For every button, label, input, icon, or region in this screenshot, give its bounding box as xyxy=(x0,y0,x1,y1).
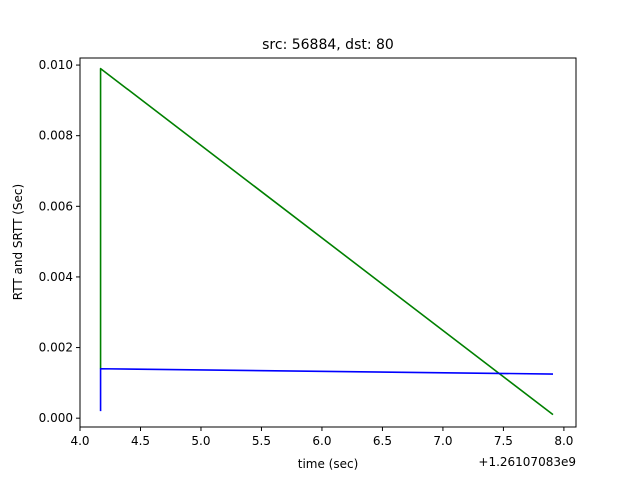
x-tick-label: 5.5 xyxy=(252,434,271,448)
y-tick-label: 0.000 xyxy=(39,411,73,425)
x-axis-label: time (sec) xyxy=(298,457,359,471)
x-tick-label: 8.0 xyxy=(554,434,573,448)
y-tick-label: 0.008 xyxy=(39,129,73,143)
x-tick-label: 6.0 xyxy=(312,434,331,448)
x-tick-label: 4.5 xyxy=(131,434,150,448)
x-axis-offset-label: +1.26107083e9 xyxy=(478,455,576,469)
x-tick-label: 7.5 xyxy=(494,434,513,448)
x-tick-label: 4.0 xyxy=(70,434,89,448)
series-line-2 xyxy=(99,367,554,412)
y-tick-label: 0.010 xyxy=(39,58,73,72)
y-axis-label: RTT and SRTT (Sec) xyxy=(11,184,25,300)
y-tick-label: 0.002 xyxy=(39,341,73,355)
plot-frame xyxy=(79,57,577,428)
y-tick-label: 0.006 xyxy=(39,199,73,213)
series-line-1 xyxy=(99,67,554,416)
tick-layer: 4.0 4.5 5.0 5.5 6.0 6.5 7.0 7.5 8.0 0.000 0.002 0.0… xyxy=(39,58,574,448)
x-tick-label: 5.0 xyxy=(191,434,210,448)
y-tick-label: 0.004 xyxy=(39,270,73,284)
series-layer xyxy=(99,67,554,416)
chart-title: src: 56884, dst: 80 xyxy=(262,37,394,53)
x-tick-label: 6.5 xyxy=(373,434,392,448)
x-tick-label: 7.0 xyxy=(433,434,452,448)
